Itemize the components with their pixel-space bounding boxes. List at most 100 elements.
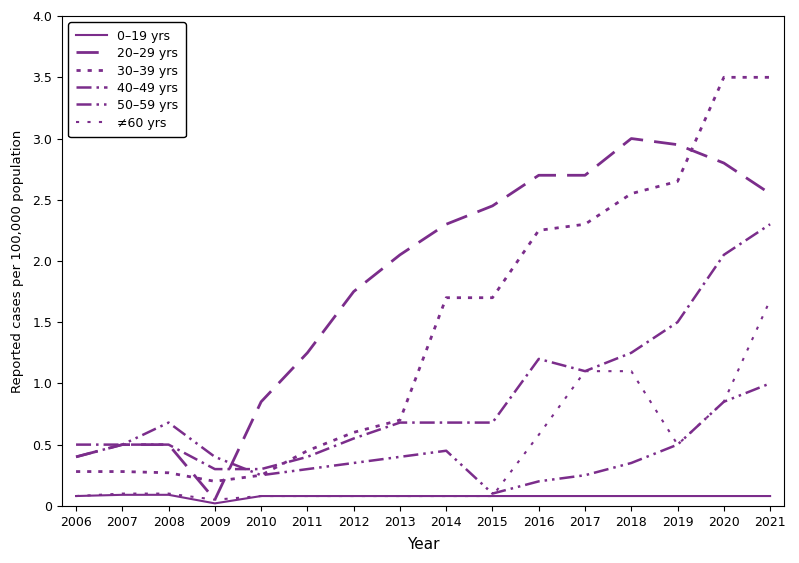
0–19 yrs	[256, 493, 266, 499]
20–29 yrs	[673, 141, 682, 148]
50–59 yrs	[719, 399, 729, 405]
50–59 yrs	[117, 441, 127, 448]
≠60 yrs	[210, 497, 220, 503]
≠60 yrs	[164, 490, 173, 497]
≠60 yrs	[765, 297, 775, 303]
50–59 yrs	[534, 478, 543, 485]
20–29 yrs	[626, 135, 636, 142]
30–39 yrs	[534, 227, 543, 234]
30–39 yrs	[626, 190, 636, 197]
30–39 yrs	[71, 468, 81, 475]
50–59 yrs	[303, 466, 312, 472]
20–29 yrs	[441, 221, 451, 227]
0–19 yrs	[441, 493, 451, 499]
50–59 yrs	[487, 490, 497, 497]
≠60 yrs	[534, 431, 543, 438]
Line: ≠60 yrs: ≠60 yrs	[76, 300, 770, 500]
50–59 yrs	[71, 453, 81, 460]
20–29 yrs	[256, 399, 266, 405]
30–39 yrs	[765, 74, 775, 81]
≠60 yrs	[117, 490, 127, 497]
Line: 20–29 yrs: 20–29 yrs	[76, 138, 770, 500]
40–49 yrs	[673, 319, 682, 325]
0–19 yrs	[534, 493, 543, 499]
30–39 yrs	[396, 417, 405, 423]
30–39 yrs	[441, 294, 451, 301]
20–29 yrs	[210, 497, 220, 503]
0–19 yrs	[71, 493, 81, 499]
30–39 yrs	[719, 74, 729, 81]
0–19 yrs	[349, 493, 359, 499]
0–19 yrs	[303, 493, 312, 499]
X-axis label: Year: Year	[407, 537, 439, 552]
30–39 yrs	[210, 478, 220, 485]
20–29 yrs	[164, 441, 173, 448]
≠60 yrs	[256, 493, 266, 499]
30–39 yrs	[117, 468, 127, 475]
40–49 yrs	[210, 466, 220, 472]
30–39 yrs	[349, 429, 359, 436]
40–49 yrs	[349, 435, 359, 442]
20–29 yrs	[349, 288, 359, 295]
50–59 yrs	[580, 472, 590, 479]
50–59 yrs	[164, 419, 173, 426]
50–59 yrs	[673, 441, 682, 448]
40–49 yrs	[396, 419, 405, 426]
30–39 yrs	[580, 221, 590, 227]
40–49 yrs	[164, 441, 173, 448]
40–49 yrs	[441, 419, 451, 426]
40–49 yrs	[534, 356, 543, 363]
40–49 yrs	[71, 441, 81, 448]
30–39 yrs	[487, 294, 497, 301]
50–59 yrs	[765, 380, 775, 387]
0–19 yrs	[765, 493, 775, 499]
0–19 yrs	[487, 493, 497, 499]
30–39 yrs	[673, 178, 682, 185]
0–19 yrs	[719, 493, 729, 499]
20–29 yrs	[765, 190, 775, 197]
0–19 yrs	[396, 493, 405, 499]
Legend: 0–19 yrs, 20–29 yrs, 30–39 yrs, 40–49 yrs, 50–59 yrs, ≠60 yrs: 0–19 yrs, 20–29 yrs, 30–39 yrs, 40–49 yr…	[69, 23, 186, 137]
30–39 yrs	[303, 448, 312, 454]
20–29 yrs	[580, 172, 590, 178]
50–59 yrs	[349, 459, 359, 466]
30–39 yrs	[256, 472, 266, 479]
Line: 0–19 yrs: 0–19 yrs	[76, 495, 770, 503]
≠60 yrs	[580, 368, 590, 374]
Line: 50–59 yrs: 50–59 yrs	[76, 383, 770, 494]
0–19 yrs	[210, 500, 220, 507]
≠60 yrs	[349, 493, 359, 499]
50–59 yrs	[396, 453, 405, 460]
50–59 yrs	[626, 459, 636, 466]
20–29 yrs	[534, 172, 543, 178]
20–29 yrs	[303, 350, 312, 356]
≠60 yrs	[71, 493, 81, 499]
50–59 yrs	[210, 453, 220, 460]
20–29 yrs	[117, 441, 127, 448]
40–49 yrs	[765, 221, 775, 227]
≠60 yrs	[396, 493, 405, 499]
20–29 yrs	[719, 160, 729, 167]
20–29 yrs	[71, 453, 81, 460]
0–19 yrs	[626, 493, 636, 499]
0–19 yrs	[673, 493, 682, 499]
40–49 yrs	[487, 419, 497, 426]
≠60 yrs	[487, 493, 497, 499]
20–29 yrs	[487, 203, 497, 209]
40–49 yrs	[117, 441, 127, 448]
40–49 yrs	[256, 466, 266, 472]
40–49 yrs	[719, 252, 729, 258]
Y-axis label: Reported cases per 100,000 population: Reported cases per 100,000 population	[11, 129, 24, 392]
Line: 30–39 yrs: 30–39 yrs	[76, 77, 770, 481]
30–39 yrs	[164, 470, 173, 476]
Line: 40–49 yrs: 40–49 yrs	[76, 224, 770, 469]
0–19 yrs	[580, 493, 590, 499]
≠60 yrs	[303, 493, 312, 499]
≠60 yrs	[719, 399, 729, 405]
≠60 yrs	[626, 368, 636, 374]
40–49 yrs	[626, 350, 636, 356]
40–49 yrs	[580, 368, 590, 374]
0–19 yrs	[164, 491, 173, 498]
50–59 yrs	[441, 448, 451, 454]
≠60 yrs	[673, 441, 682, 448]
